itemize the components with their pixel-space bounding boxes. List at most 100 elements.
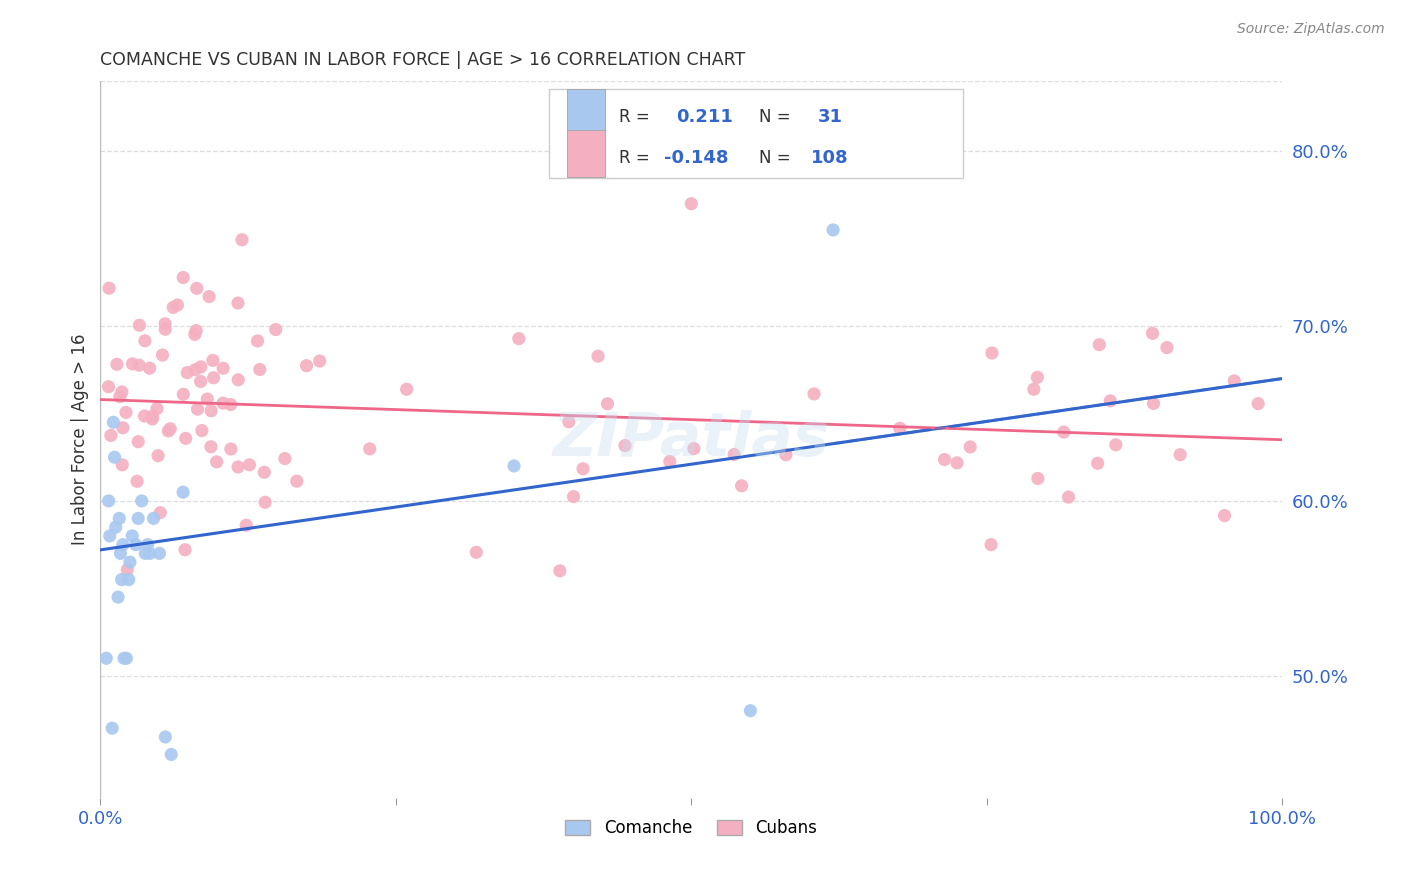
Text: ZIPatlas: ZIPatlas [553, 410, 830, 469]
Point [127, 475, 149, 489]
Point [162, 301, 184, 315]
Text: R =: R = [619, 108, 655, 126]
Point [205, 455, 228, 469]
Point [160, 747, 183, 762]
Point [285, 474, 308, 488]
Point [138, 361, 160, 376]
Point [128, 358, 150, 372]
Point [1099, 393, 1122, 408]
Point [596, 397, 619, 411]
Point [155, 730, 177, 744]
Point [1168, 448, 1191, 462]
Point [128, 318, 150, 333]
Point [1247, 397, 1270, 411]
Point [190, 359, 212, 374]
Point [121, 529, 143, 543]
Point [823, 223, 845, 237]
Point [184, 324, 207, 338]
Point [127, 434, 149, 449]
Point [100, 428, 122, 442]
Point [254, 495, 277, 509]
Point [1142, 396, 1164, 410]
Point [118, 573, 141, 587]
Point [586, 349, 609, 363]
Point [246, 334, 269, 348]
Point [127, 511, 149, 525]
Point [202, 370, 225, 384]
Point [141, 412, 163, 426]
Point [108, 390, 131, 404]
Point [308, 354, 330, 368]
FancyBboxPatch shape [550, 88, 963, 178]
Point [115, 651, 138, 665]
Point [253, 465, 276, 479]
Point [1223, 374, 1246, 388]
Point [134, 409, 156, 423]
FancyBboxPatch shape [567, 130, 605, 177]
Point [107, 590, 129, 604]
Point [118, 555, 141, 569]
Point [238, 458, 260, 472]
Point [1022, 382, 1045, 396]
Point [1142, 326, 1164, 341]
Point [219, 398, 242, 412]
Point [111, 538, 134, 552]
Y-axis label: In Labor Force | Age > 16: In Labor Force | Age > 16 [72, 334, 89, 546]
Point [111, 421, 134, 435]
Point [191, 424, 214, 438]
Point [212, 361, 235, 376]
Point [155, 322, 177, 336]
Point [111, 573, 134, 587]
Point [105, 357, 128, 371]
Text: -0.148: -0.148 [664, 149, 728, 168]
Point [200, 440, 222, 454]
Point [198, 289, 221, 303]
Point [226, 296, 249, 310]
Point [176, 366, 198, 380]
Point [152, 348, 174, 362]
Point [174, 542, 197, 557]
Point [117, 563, 139, 577]
Point [295, 359, 318, 373]
Point [166, 298, 188, 312]
Point [111, 458, 134, 472]
Point [1026, 370, 1049, 384]
Point [172, 387, 194, 401]
Point [134, 546, 156, 560]
Point [226, 459, 249, 474]
Point [1053, 425, 1076, 439]
Point [465, 545, 488, 559]
Text: 108: 108 [811, 149, 848, 168]
FancyBboxPatch shape [567, 89, 605, 136]
Point [112, 651, 135, 665]
Point [508, 332, 530, 346]
Point [186, 402, 208, 417]
Point [395, 382, 418, 396]
Point [1057, 490, 1080, 504]
Text: N =: N = [759, 108, 796, 126]
Point [249, 362, 271, 376]
Point [172, 270, 194, 285]
Point [200, 404, 222, 418]
Point [195, 392, 218, 406]
Point [212, 396, 235, 410]
Point [174, 431, 197, 445]
Text: N =: N = [759, 149, 796, 168]
Point [946, 456, 969, 470]
Point [226, 373, 249, 387]
Text: 31: 31 [818, 108, 842, 126]
Point [572, 462, 595, 476]
Point [219, 442, 242, 456]
Point [359, 442, 381, 456]
Point [184, 362, 207, 376]
Point [548, 564, 571, 578]
Point [121, 357, 143, 371]
Point [148, 546, 170, 560]
Point [157, 424, 180, 438]
Point [98, 529, 121, 543]
Point [190, 375, 212, 389]
Point [503, 458, 526, 473]
Point [981, 346, 1004, 360]
Point [97, 494, 120, 508]
Point [775, 448, 797, 462]
